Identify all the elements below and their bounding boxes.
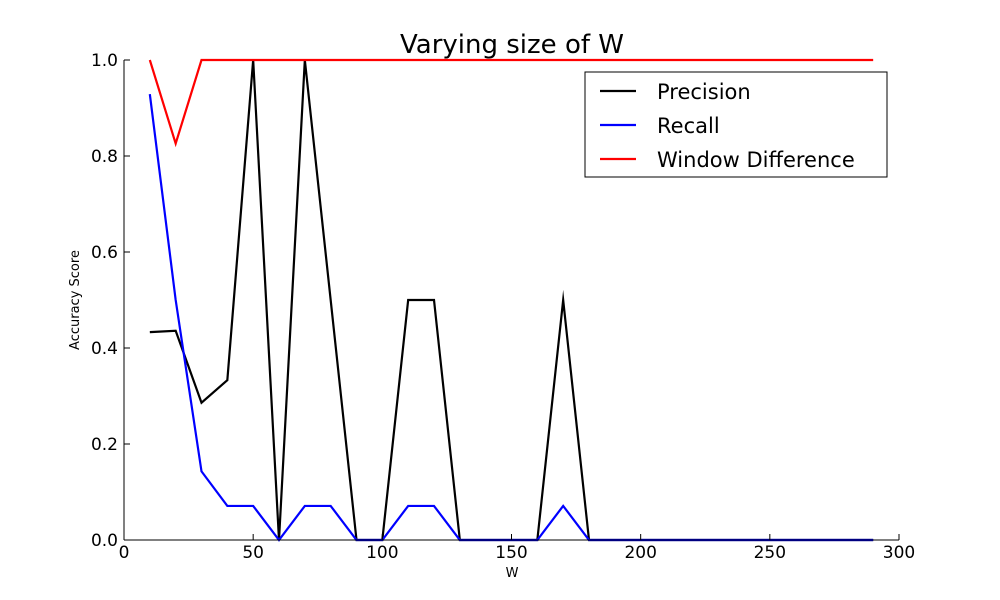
x-tick-label: 0 bbox=[119, 543, 130, 563]
x-axis-ticks: 0 50 100 150 200 250 300 bbox=[119, 534, 915, 563]
legend-label: Recall bbox=[657, 114, 720, 138]
y-axis-ticks: 0.0 0.2 0.4 0.6 0.8 1.0 bbox=[91, 51, 130, 551]
x-tick-label: 250 bbox=[754, 543, 786, 563]
x-tick-label: 150 bbox=[495, 543, 527, 563]
legend: Precision Recall Window Difference bbox=[584, 71, 888, 178]
legend-label: Window Difference bbox=[657, 148, 855, 172]
y-tick-label: 0.0 bbox=[91, 531, 118, 551]
y-tick-label: 0.6 bbox=[91, 243, 118, 263]
x-axis-label: W bbox=[506, 566, 519, 581]
x-tick-label: 200 bbox=[624, 543, 656, 563]
y-tick-label: 0.8 bbox=[91, 147, 118, 167]
x-tick-label: 300 bbox=[883, 543, 915, 563]
legend-label: Precision bbox=[657, 80, 751, 104]
y-tick-label: 0.2 bbox=[91, 435, 118, 455]
y-tick-label: 1.0 bbox=[91, 51, 118, 71]
y-axis-label: Accuracy Score bbox=[68, 250, 83, 350]
y-tick-label: 0.4 bbox=[91, 339, 118, 359]
x-tick-label: 100 bbox=[366, 543, 398, 563]
x-tick-label: 50 bbox=[242, 543, 264, 563]
chart-title: Varying size of W bbox=[400, 30, 624, 60]
